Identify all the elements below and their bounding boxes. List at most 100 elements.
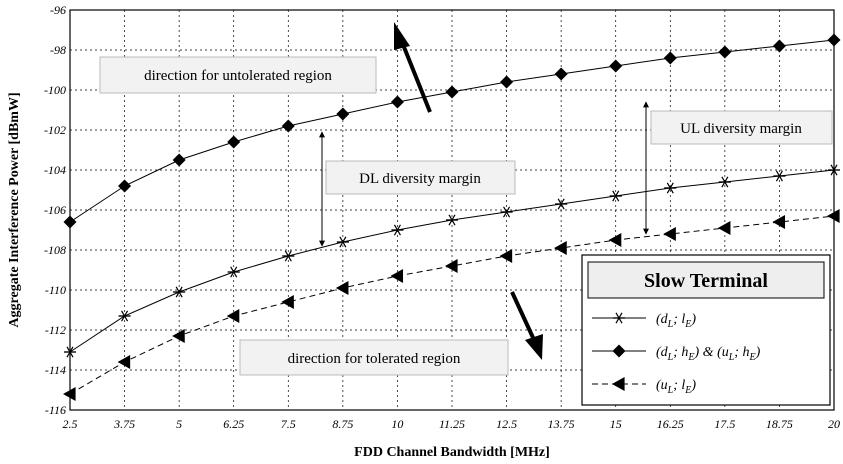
y-tick-label: -100	[44, 83, 66, 97]
legend-entry-dL-hE-uL-hE: (dL; hE) & (uL; hE)	[592, 344, 761, 363]
y-tick-label: -98	[50, 43, 66, 57]
data-point-triangle	[63, 387, 76, 401]
legend-entry-uL-lE: (uL; lE)	[592, 377, 696, 396]
x-tick-label: 3.75	[113, 417, 135, 431]
data-point-triangle	[554, 241, 567, 255]
y-tick-label: -112	[45, 323, 66, 337]
data-point-diamond	[500, 75, 514, 89]
annotation-tolerated-text: direction for tolerated region	[288, 351, 461, 367]
legend: Slow Terminal (dL; lE) (dL; hE) & (uL; h…	[581, 254, 831, 406]
annotation-ul-margin: UL diversity margin	[650, 110, 833, 145]
legend-label-dL-lE: (dL; lE)	[656, 312, 696, 330]
data-point-asterisk	[446, 214, 458, 226]
annotation-ul-margin-text: UL diversity margin	[680, 121, 802, 137]
legend-label-uL-lE: (uL; lE)	[656, 378, 696, 396]
x-tick-label: 11.25	[439, 417, 465, 431]
data-point-triangle	[612, 377, 625, 391]
data-point-diamond	[281, 119, 295, 133]
data-point-triangle	[772, 215, 786, 229]
annotation-untolerated-text: direction for untolerated region	[144, 68, 332, 84]
data-point-asterisk	[282, 250, 295, 262]
x-axis-label: FDD Channel Bandwidth [MHz]	[354, 445, 550, 460]
x-tick-label: 10	[391, 417, 403, 431]
data-point-diamond	[172, 153, 186, 167]
annotation-tolerated: direction for tolerated region	[239, 339, 509, 376]
y-tick-label: -108	[44, 243, 66, 257]
data-point-diamond	[445, 85, 459, 99]
legend-title: Slow Terminal	[644, 270, 768, 292]
x-tick-label: 12.5	[496, 417, 517, 431]
data-point-asterisk	[555, 198, 568, 210]
data-point-diamond	[612, 344, 626, 358]
x-tick-label: 17.5	[714, 417, 735, 431]
legend-label-dL-hE-uL-hE: (dL; hE) & (uL; hE)	[656, 345, 761, 363]
y-axis-ticks: -96 -98 -100 -102 -104 -106 -108 -110 -112 -114 -1…	[44, 3, 66, 417]
data-point-triangle	[281, 295, 294, 309]
data-point-triangle	[717, 221, 731, 235]
annotation-ul-margin-box	[650, 110, 833, 145]
data-point-diamond	[118, 179, 132, 193]
data-point-triangle	[499, 249, 513, 263]
data-point-triangle	[117, 355, 131, 369]
x-tick-label: 18.75	[766, 417, 793, 431]
legend-marker-triangle	[612, 377, 625, 391]
data-point-diamond	[390, 95, 404, 109]
y-tick-label: -96	[50, 3, 66, 17]
data-point-diamond	[663, 51, 677, 65]
y-tick-label: -116	[45, 403, 66, 417]
data-point-triangle	[663, 227, 676, 241]
y-tick-label: -104	[44, 163, 66, 177]
data-point-triangle	[172, 329, 185, 343]
untolerated-direction-arrow	[394, 22, 432, 113]
x-tick-label: 6.25	[223, 417, 244, 431]
data-point-asterisk	[118, 310, 131, 322]
x-tick-label: 16.25	[657, 417, 684, 431]
annotation-untolerated-box	[99, 56, 377, 94]
data-point-diamond	[609, 59, 623, 73]
x-tick-label: 20	[828, 417, 840, 431]
y-tick-label: -106	[44, 203, 66, 217]
data-point-asterisk	[336, 236, 349, 248]
data-point-diamond	[336, 107, 350, 121]
data-point-diamond	[227, 135, 241, 149]
data-point-asterisk	[613, 312, 625, 324]
data-point-triangle	[335, 281, 349, 295]
y-axis-label: Aggregate Interference Power [dBmW]	[7, 92, 22, 327]
legend-marker-diamond	[612, 344, 626, 358]
legend-entry-dL-lE: (dL; lE)	[592, 312, 696, 330]
series-layer	[63, 33, 841, 401]
annotation-untolerated: direction for untolerated region	[99, 56, 377, 94]
data-point-asterisk	[173, 286, 186, 298]
data-point-asterisk	[500, 206, 513, 218]
series-asterisk	[64, 164, 840, 358]
plot-frame	[69, 9, 835, 411]
series-triangle-left	[63, 209, 840, 401]
y-tick-label: -102	[44, 123, 66, 137]
annotation-tolerated-box	[239, 339, 509, 376]
annotation-dl-margin: DL diversity margin	[325, 160, 516, 195]
data-point-triangle	[608, 233, 622, 247]
data-point-diamond	[772, 39, 786, 53]
data-point-asterisk	[609, 190, 622, 202]
data-point-asterisk	[664, 182, 677, 194]
data-point-asterisk	[391, 224, 404, 236]
annotation-dl-margin-text: DL diversity margin	[359, 171, 481, 187]
x-tick-label: 2.5	[63, 417, 78, 431]
data-point-asterisk	[718, 176, 731, 188]
data-point-triangle	[226, 309, 240, 323]
y-tick-label: -114	[45, 363, 66, 377]
data-point-triangle	[827, 209, 840, 223]
x-tick-label: 15	[610, 417, 622, 431]
x-tick-label: 8.75	[332, 417, 353, 431]
data-point-triangle	[390, 269, 404, 283]
legend-marker-asterisk	[613, 312, 625, 324]
series-diamond	[63, 33, 841, 229]
legend-title-box	[587, 261, 825, 299]
y-tick-label: -110	[45, 283, 66, 297]
data-point-triangle	[445, 259, 458, 273]
tolerated-direction-arrow	[510, 291, 543, 360]
data-point-asterisk	[773, 170, 786, 182]
data-point-diamond	[554, 67, 568, 81]
x-tick-label: 13.75	[548, 417, 575, 431]
